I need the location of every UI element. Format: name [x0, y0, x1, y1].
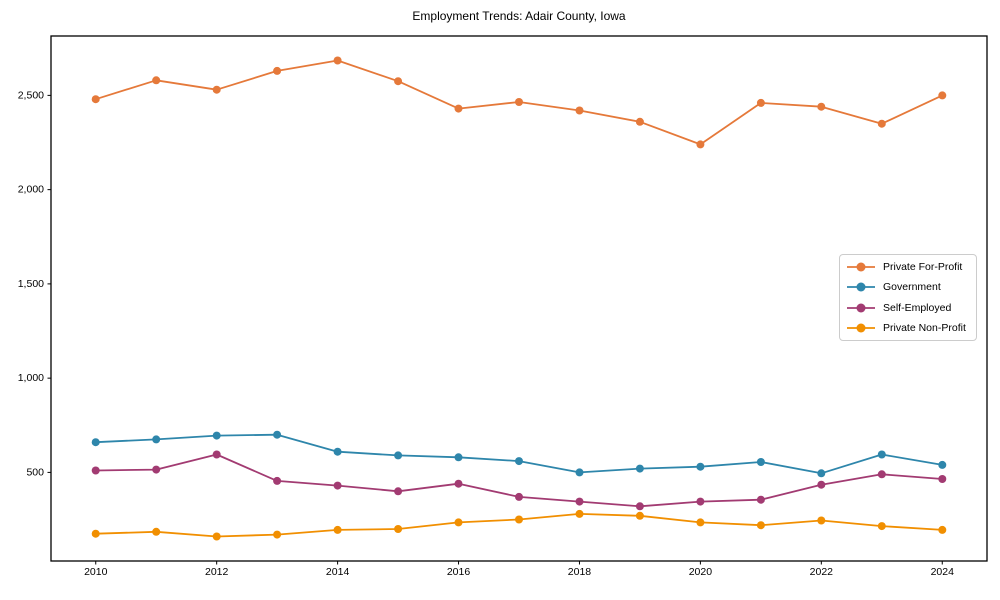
data-point	[91, 438, 100, 447]
x-tick-label: 2022	[810, 566, 834, 578]
data-point	[515, 98, 523, 106]
data-point	[756, 495, 765, 504]
legend-marker-icon	[847, 282, 875, 292]
data-point	[877, 450, 886, 459]
data-point	[152, 527, 161, 536]
data-point	[696, 462, 705, 471]
x-tick-label: 2020	[689, 566, 713, 578]
series-line	[94, 433, 944, 475]
data-point	[817, 480, 826, 489]
axis-ticks: 2010 2012 2014 2016 2018 2020 2022 2024 500 1,000…	[18, 89, 954, 578]
legend-label: Government	[883, 281, 941, 294]
data-point	[635, 502, 644, 511]
x-tick-label: 2010	[84, 566, 108, 578]
series-layer	[91, 56, 947, 541]
data-point	[877, 522, 886, 531]
data-point	[756, 521, 765, 530]
chart-title: Employment Trends: Adair County, Iowa	[412, 9, 626, 23]
legend-label: Self-Employed	[883, 301, 952, 314]
data-point	[938, 525, 947, 534]
series-self-employed	[91, 450, 947, 511]
data-point	[273, 66, 282, 75]
data-point	[394, 525, 403, 533]
y-tick-label: 1,500	[18, 278, 44, 290]
series-private-non-profit	[91, 509, 947, 541]
data-point	[635, 117, 644, 126]
data-point	[152, 435, 161, 444]
data-point	[877, 470, 886, 479]
data-point	[91, 529, 100, 538]
data-point	[333, 56, 342, 65]
y-tick-label: 2,000	[18, 184, 44, 196]
y-tick-label: 1,000	[18, 372, 44, 384]
data-point	[817, 469, 826, 478]
legend-label: Private Non-Profit	[883, 321, 966, 334]
data-point	[454, 104, 463, 113]
data-point	[635, 464, 644, 473]
x-tick-label: 2018	[568, 566, 592, 578]
data-point	[333, 525, 342, 534]
x-tick-label: 2012	[205, 566, 229, 578]
data-point	[635, 511, 644, 520]
data-point	[212, 431, 221, 440]
data-point	[938, 460, 947, 469]
y-tick-label: 2,500	[18, 89, 44, 101]
data-point	[394, 451, 403, 460]
data-point	[91, 466, 100, 475]
data-point	[817, 102, 826, 111]
series-government	[91, 430, 947, 478]
data-point	[756, 98, 765, 107]
data-point	[333, 481, 342, 490]
data-point	[152, 465, 161, 474]
data-point	[273, 476, 282, 485]
data-point	[756, 458, 765, 466]
data-point	[454, 518, 463, 527]
series-private-for-profit	[91, 56, 947, 149]
data-point	[515, 457, 523, 466]
data-point	[575, 468, 584, 477]
data-point	[817, 516, 826, 525]
data-point	[212, 532, 221, 541]
data-point	[273, 430, 282, 439]
data-point	[938, 475, 947, 483]
data-point	[515, 515, 523, 524]
legend-item-private-non-profit: Private Non-Profit	[846, 318, 970, 338]
data-point	[454, 453, 463, 462]
legend-marker-icon	[847, 303, 875, 313]
data-point	[696, 497, 705, 506]
data-point	[91, 95, 100, 104]
data-point	[394, 77, 403, 86]
legend-item-self-employed: Self-Employed	[846, 298, 970, 318]
data-point	[212, 85, 221, 94]
data-point	[877, 119, 886, 128]
data-point	[575, 497, 584, 506]
plot-border	[50, 35, 988, 562]
x-tick-label: 2014	[326, 566, 350, 578]
legend-label: Private For-Profit	[883, 261, 963, 274]
data-point	[696, 518, 705, 527]
data-point	[454, 479, 463, 488]
data-point	[394, 487, 403, 496]
legend-item-government: Government	[846, 277, 970, 297]
legend-marker-icon	[847, 262, 875, 272]
x-tick-label: 2016	[447, 566, 471, 578]
x-tick-label: 2024	[931, 566, 955, 578]
legend-item-private-for-profit: Private For-Profit	[846, 257, 970, 277]
data-point	[515, 492, 523, 501]
data-point	[273, 530, 282, 539]
data-point	[333, 447, 342, 456]
data-point	[152, 76, 161, 85]
data-point	[212, 450, 221, 459]
legend-marker-icon	[847, 323, 875, 333]
legend: Private For-Profit Government Self-Employe…	[839, 254, 977, 341]
data-point	[575, 106, 584, 115]
data-point	[938, 91, 947, 100]
data-point	[575, 509, 584, 518]
y-tick-label: 500	[26, 466, 44, 478]
data-point	[696, 140, 705, 149]
